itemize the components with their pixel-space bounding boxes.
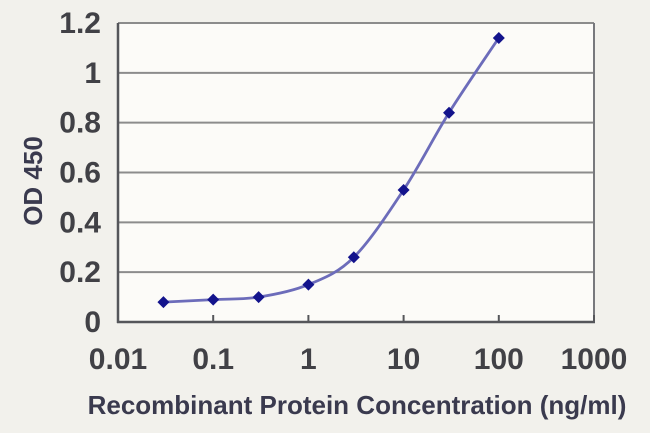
x-tick-label: 1000	[561, 343, 628, 376]
x-tick-label: 1	[300, 343, 317, 376]
x-tick-label: 100	[474, 343, 524, 376]
y-tick-label: 0.2	[59, 256, 101, 289]
x-tick-label: 0.01	[89, 343, 147, 376]
data-point-marker	[492, 31, 505, 44]
data-point-marker	[347, 251, 360, 264]
data-point-marker	[443, 106, 456, 119]
y-axis-title: OD 450	[18, 136, 48, 226]
y-tick-label: 0.4	[59, 206, 101, 239]
y-tick-label: 1.2	[59, 7, 101, 40]
x-tick-label: 0.1	[192, 343, 234, 376]
data-point-marker	[207, 293, 220, 306]
y-tick-label: 0.6	[59, 157, 101, 190]
gridlines	[118, 22, 594, 274]
y-tick-label: 0	[84, 306, 101, 339]
axis-ticks	[117, 315, 595, 322]
x-tick-label: 10	[387, 343, 420, 376]
y-tick-label: 1	[84, 57, 101, 90]
x-axis-title: Recombinant Protein Concentration (ng/ml…	[88, 390, 627, 420]
data-point-marker	[157, 296, 170, 309]
tick-labels: 0.01 0.1 1 10 100 1000 0 0.2 0.4 0.6 0.8 1 1.2	[59, 7, 627, 376]
data-series	[157, 31, 505, 309]
data-point-marker	[397, 183, 410, 196]
data-point-marker	[252, 291, 265, 304]
y-tick-label: 0.8	[59, 107, 101, 140]
data-point-marker	[302, 278, 315, 291]
axes	[116, 23, 595, 324]
